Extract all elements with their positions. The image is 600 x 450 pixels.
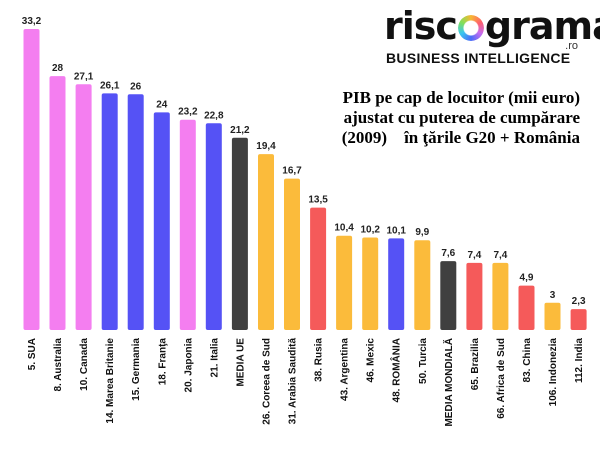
bar — [388, 238, 405, 330]
bar — [284, 178, 300, 330]
category-tick-label: 83. China — [522, 338, 533, 383]
chart-title: PIB pe cap de locuitor (mii euro) ajusta… — [341, 88, 580, 147]
bar-value-label: 7,4 — [493, 250, 507, 261]
bar-value-label: 28 — [52, 63, 64, 74]
bar — [544, 302, 561, 330]
bar-value-label: 16,7 — [282, 166, 302, 177]
bar-value-label: 26,1 — [100, 80, 120, 91]
bar — [258, 154, 274, 330]
bar — [179, 119, 196, 330]
bar — [414, 240, 431, 330]
category-tick-label: 20. Japonia — [183, 338, 194, 393]
bar — [205, 123, 222, 330]
bar-value-label: 9,9 — [415, 227, 429, 238]
bar — [336, 235, 353, 330]
category-tick-label: 8. Australia — [53, 338, 64, 392]
bar — [518, 285, 535, 330]
logo-text-left: risc — [384, 4, 458, 48]
bar — [127, 94, 144, 330]
riscograma-logo: risc grama .ro BUSINESS INTELLIGENCE — [384, 6, 600, 66]
bar-value-label: 7,4 — [467, 250, 481, 261]
bar-value-label: 19,4 — [256, 141, 276, 152]
bar-value-label: 33,2 — [22, 16, 42, 27]
bar-value-label: 2,3 — [572, 296, 586, 307]
bar — [440, 261, 457, 330]
bar-value-label: 7,6 — [441, 248, 455, 259]
category-tick-label: 65. Brazilia — [470, 338, 481, 391]
category-tick-label: MEDIA MONDIALĂ — [442, 338, 455, 427]
logo-text-right: grama — [484, 4, 600, 48]
category-tick-label: 46. Mexic — [366, 338, 377, 383]
bar — [231, 137, 248, 330]
bar-value-label: 27,1 — [74, 71, 94, 82]
bar — [570, 309, 587, 330]
category-tick-label: 14. Marea Britanie — [105, 338, 116, 424]
category-tick-label: MEDIA UE — [235, 338, 246, 387]
logo-tagline: BUSINESS INTELLIGENCE — [386, 50, 571, 66]
category-tick-label: 26. Coreea de Sud — [262, 338, 273, 425]
bar — [101, 93, 118, 331]
bar — [492, 262, 509, 330]
category-tick-label: 18. Franţa — [157, 338, 168, 386]
bar-value-label: 24 — [156, 99, 168, 110]
bar-value-label: 10,4 — [334, 223, 354, 234]
category-tick-label: 48. ROMÂNIA — [390, 338, 403, 402]
category-tick-label: 38. Rusia — [314, 338, 325, 382]
category-tick-label: 5. SUA — [27, 338, 38, 370]
bar — [466, 262, 483, 330]
bar-value-label: 23,2 — [178, 107, 198, 118]
bar-value-label: 26 — [130, 81, 142, 92]
category-tick-label: 21. Italia — [209, 338, 220, 378]
bar-value-label: 10,2 — [360, 225, 380, 236]
bar-value-label: 13,5 — [308, 195, 328, 206]
category-tick-label: 106. Indonezia — [548, 338, 559, 407]
logo-suffix: .ro — [565, 40, 578, 52]
category-tick-label: 43. Argentina — [340, 338, 351, 401]
bar-value-label: 3 — [550, 290, 556, 301]
logo-ring-icon — [457, 15, 484, 41]
category-tick-label: 15. Germania — [131, 338, 142, 401]
category-tick-label: 112. India — [574, 338, 585, 383]
logo-wordmark: risc grama — [384, 6, 600, 46]
bar — [75, 84, 92, 330]
bar-value-label: 22,8 — [204, 110, 224, 121]
category-tick-label: 31. Arabia Saudită — [288, 338, 299, 425]
bar-value-label: 21,2 — [230, 125, 250, 136]
bar — [49, 76, 66, 330]
bar — [23, 29, 40, 330]
category-tick-label: 50. Turcia — [418, 338, 429, 384]
bar — [310, 207, 327, 330]
category-tick-label: 66. Africa de Sud — [496, 338, 507, 419]
category-tick-label: 10. Canada — [79, 338, 90, 391]
bar-value-label: 10,1 — [386, 225, 406, 236]
bar — [362, 237, 379, 330]
bar — [153, 112, 170, 331]
bar-value-label: 4,9 — [520, 273, 534, 284]
